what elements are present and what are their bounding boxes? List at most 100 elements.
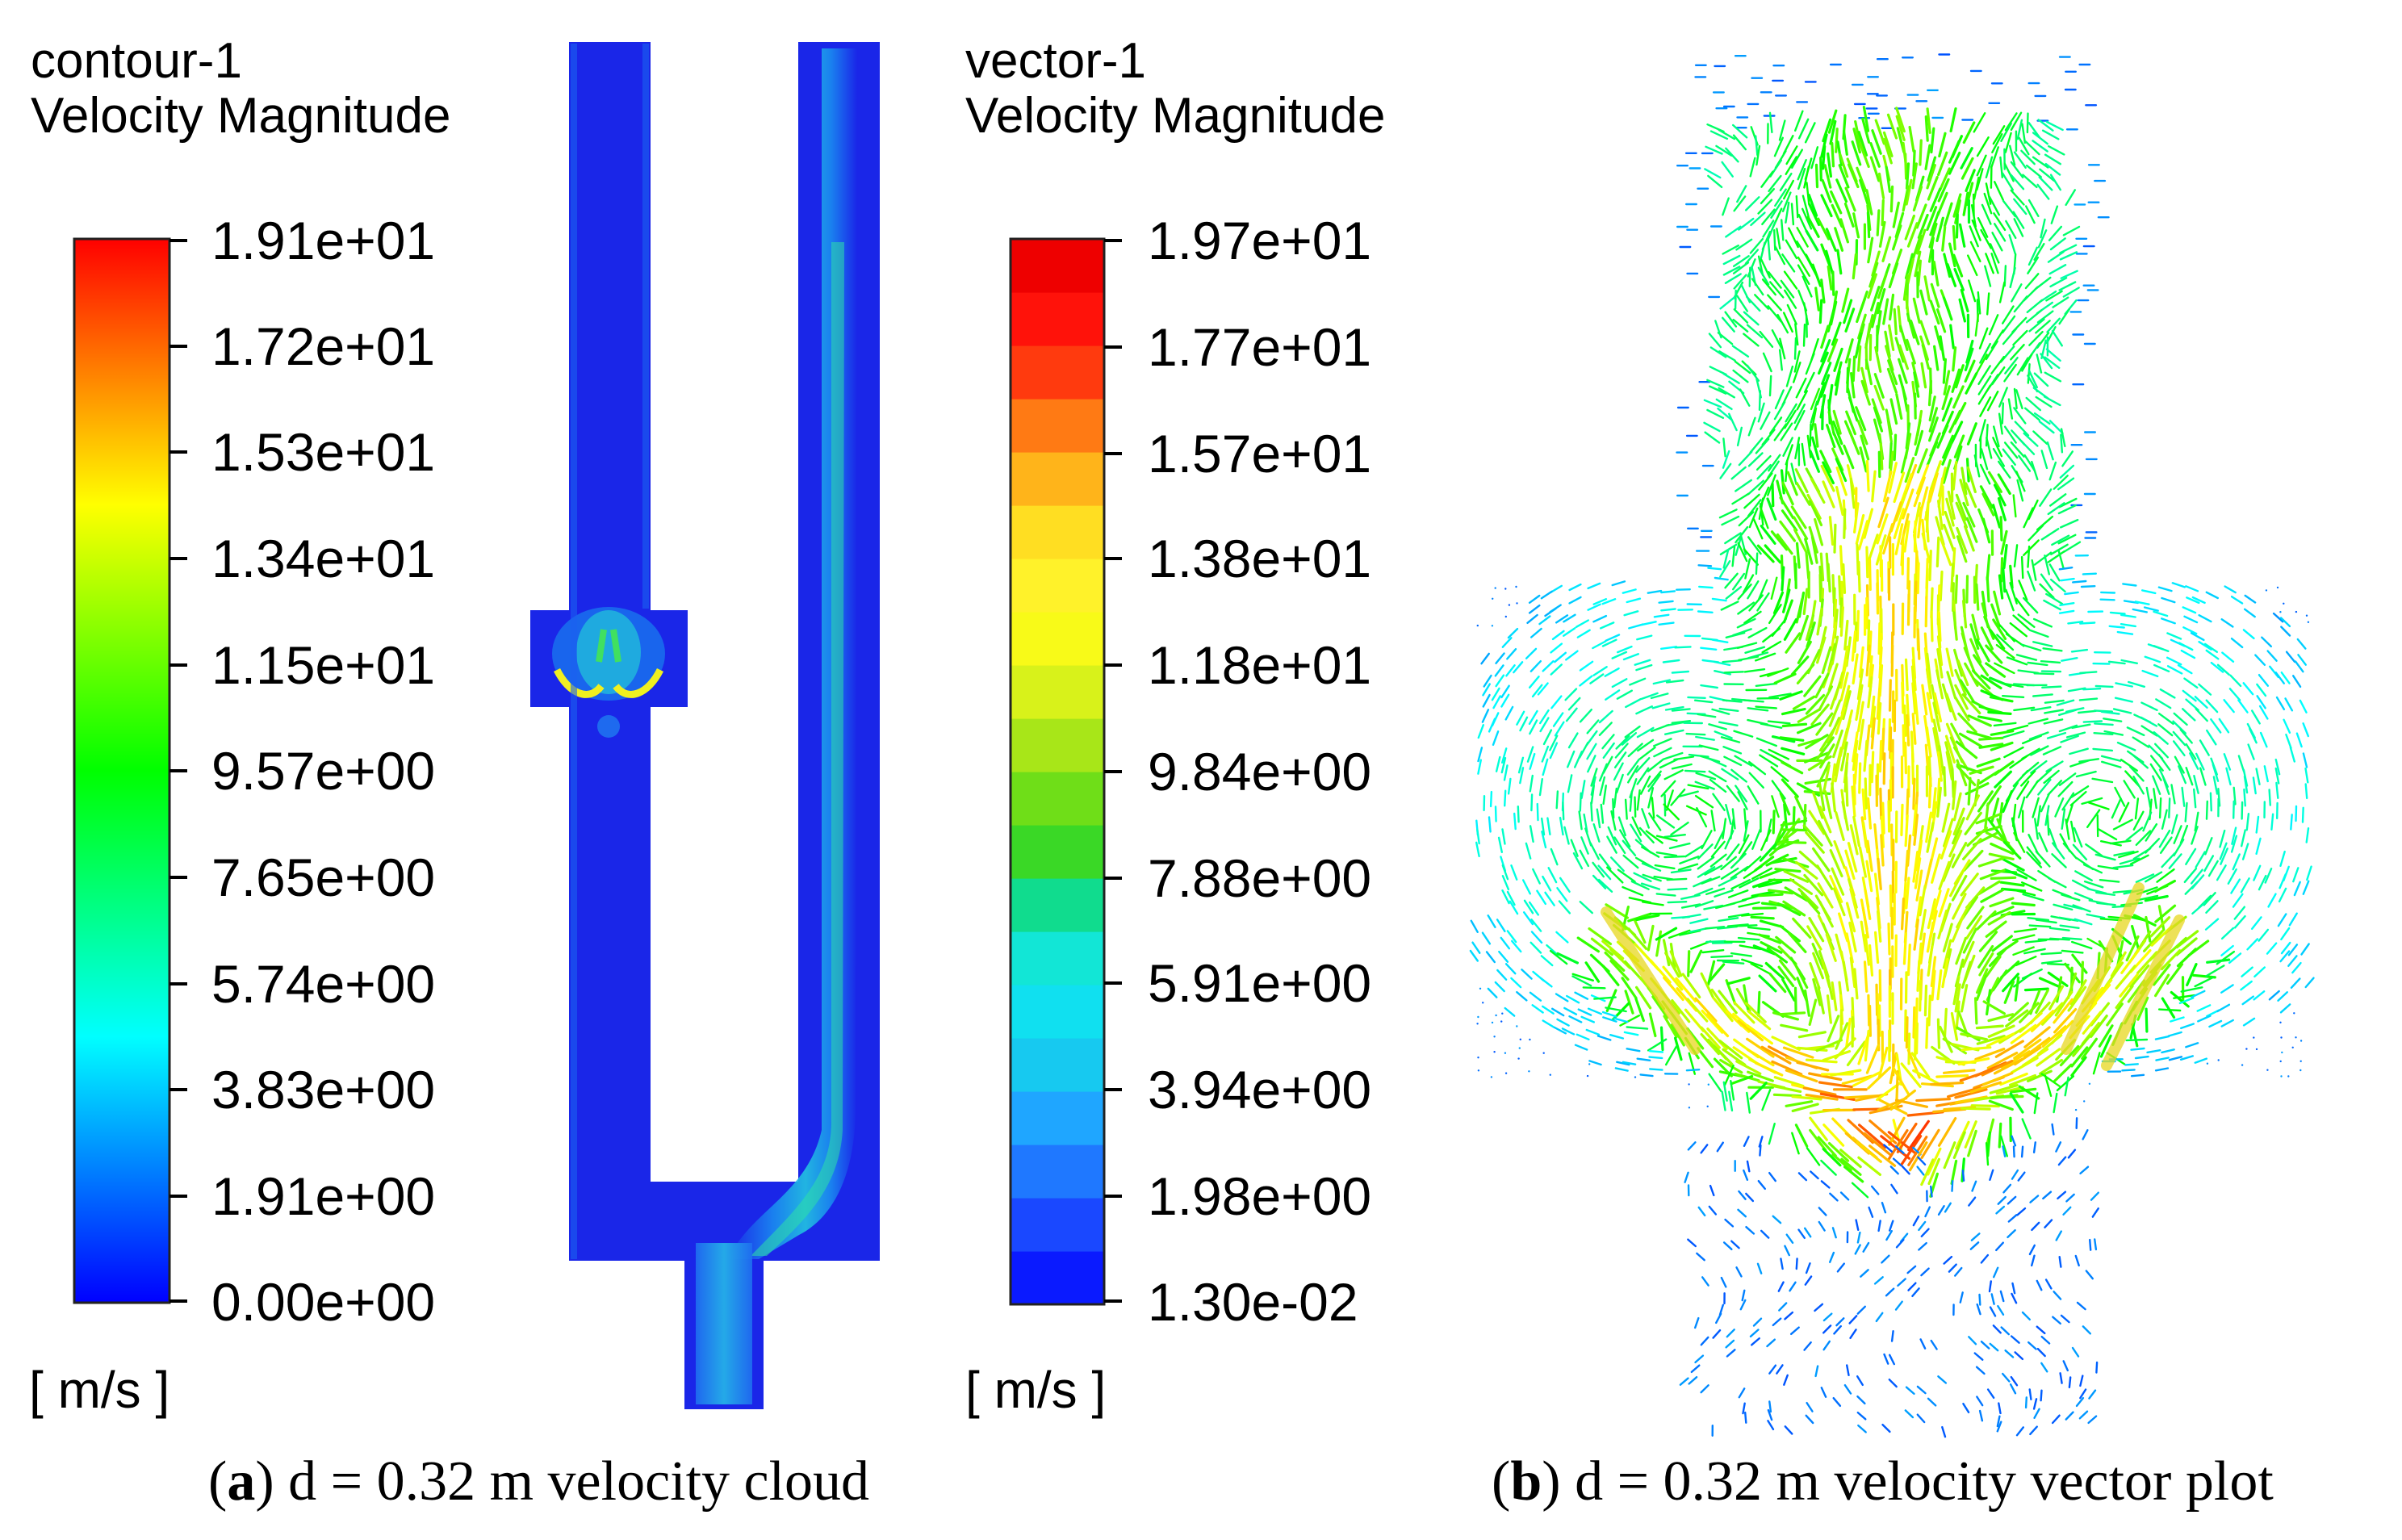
velocity-vector: [1978, 736, 2004, 741]
velocity-vector: [1704, 168, 1722, 179]
velocity-vector: [1893, 508, 1905, 540]
velocity-vector: [1985, 920, 2007, 938]
velocity-vector: [1587, 582, 1601, 590]
velocity-vector: [1679, 1377, 1689, 1386]
velocity-vector: [2291, 675, 2302, 688]
velocity-vector: [1771, 1036, 1801, 1052]
velocity-vector: [2070, 1046, 2089, 1068]
velocity-vector: [2047, 550, 2065, 563]
velocity-vector: [2028, 1244, 2036, 1256]
velocity-vector: [1966, 466, 1977, 494]
velocity-vector: [1738, 450, 1753, 467]
velocity-vector: [1969, 1241, 1980, 1250]
velocity-vector: [2064, 1076, 2069, 1097]
velocity-vector: [1501, 874, 1510, 891]
velocity-vector: [1831, 270, 1835, 296]
velocity-vector: [2061, 936, 2082, 941]
velocity-vector: [1582, 986, 1606, 990]
velocity-vector: [2093, 732, 2114, 735]
velocity-vector: [1849, 1329, 1857, 1340]
velocity-vector: [1593, 996, 1617, 1000]
vector-color-band: [1011, 292, 1104, 346]
vector-tick-label: 1.18e+01: [1148, 635, 1372, 695]
velocity-vector: [1983, 192, 1993, 215]
velocity-vector: [1842, 960, 1850, 992]
velocity-vector: [1613, 762, 1624, 781]
velocity-vector: [1772, 1215, 1782, 1224]
velocity-vector: [2003, 980, 2015, 1004]
velocity-vector: [1670, 1023, 1685, 1047]
velocity-vector: [2013, 295, 2028, 313]
velocity-vector: [1880, 834, 1885, 867]
velocity-vector: [2205, 900, 2219, 914]
velocity-vector: [1781, 722, 1808, 728]
velocity-vector: [2095, 1361, 2099, 1374]
velocity-vector: [1888, 324, 1895, 351]
velocity-vector: [1851, 140, 1862, 166]
velocity-vector: [1954, 1088, 1988, 1099]
velocity-vector: [1814, 287, 1820, 312]
velocity-vector: [2085, 1270, 2094, 1280]
velocity-vector: [1653, 613, 1670, 618]
velocity-vector: [1795, 195, 1799, 219]
velocity-vector: [2115, 965, 2136, 990]
velocity-vector: [1835, 370, 1841, 396]
velocity-vector: [2013, 544, 2019, 568]
nozzle-outline: [1601, 906, 1701, 1055]
velocity-vector: [1762, 220, 1775, 238]
velocity-vector: [1749, 437, 1764, 454]
velocity-vector: [2045, 592, 2064, 605]
velocity-vector: [2007, 1228, 2016, 1239]
velocity-vector: [1858, 646, 1864, 678]
velocity-vector: [2197, 1015, 2212, 1023]
velocity-vector: [2028, 924, 2052, 928]
velocity-vector: [1838, 912, 1849, 943]
velocity-vector: [2153, 610, 2169, 617]
velocity-vector: [1480, 652, 1491, 665]
velocity-vector: [1765, 853, 1789, 867]
velocity-vector: [1716, 925, 1739, 930]
nozzle-outline: [2061, 882, 2145, 1055]
velocity-vector: [1915, 228, 1927, 255]
velocity-vector: [1927, 1397, 1937, 1407]
velocity-vector: [2012, 614, 2030, 630]
contour-legend-name: contour-1: [31, 33, 242, 89]
velocity-vector: [1768, 111, 1773, 134]
velocity-vector: [1694, 1354, 1705, 1364]
velocity-vector: [1820, 1387, 1827, 1398]
velocity-vector: [1758, 974, 1777, 993]
velocity-vector: [1718, 721, 1739, 726]
velocity-vector: [2027, 370, 2039, 389]
velocity-vector: [2003, 746, 2024, 759]
velocity-vector: [1990, 165, 1993, 189]
velocity-vector: [1842, 563, 1847, 595]
velocity-vector: [1873, 406, 1884, 433]
velocity-vector: [1710, 810, 1716, 832]
velocity-vector: [1743, 808, 1747, 831]
velocity-vector: [1785, 459, 1789, 483]
velocity-vector: [2140, 716, 2158, 727]
velocity-vector: [1785, 239, 1798, 260]
velocity-vector: [1537, 682, 1549, 696]
velocity-vector: [1852, 212, 1860, 239]
velocity-vector: [2023, 987, 2049, 992]
velocity-vector: [2030, 760, 2048, 774]
velocity-vector: [1745, 295, 1761, 312]
velocity-vector: [2029, 745, 2049, 756]
velocity-vector: [2056, 699, 2075, 706]
velocity-vector: [1936, 751, 1943, 782]
velocity-vector: [1697, 564, 1713, 567]
velocity-vector: [1910, 1052, 1931, 1079]
velocity-vector: [1915, 1022, 1919, 1055]
velocity-vector: [1832, 729, 1843, 759]
velocity-vector: [2053, 903, 2074, 911]
vector-tick-marks: [1104, 239, 1122, 1303]
velocity-vector: [2032, 430, 2048, 445]
velocity-vector: [1898, 358, 1908, 384]
velocity-vector: [2264, 867, 2273, 884]
velocity-vector: [1823, 789, 1833, 820]
velocity-vector: [2015, 654, 2038, 661]
velocity-vector: [1883, 1144, 1894, 1153]
velocity-vector: [2008, 234, 2017, 255]
velocity-vector: [2015, 389, 2023, 410]
